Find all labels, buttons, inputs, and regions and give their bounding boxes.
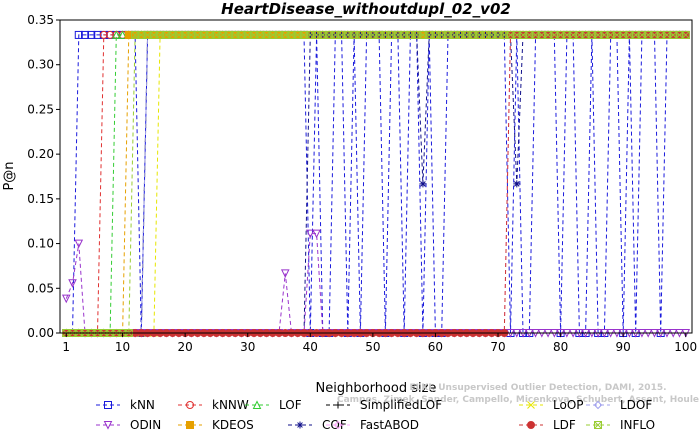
legend-label: kNNW <box>212 398 249 412</box>
y-tick-label: 0.05 <box>27 281 54 295</box>
x-axis: 1 10 20 30 40 50 60 70 80 90 100 <box>62 333 697 354</box>
legend-label: kNN <box>130 398 155 412</box>
data-point <box>81 30 90 39</box>
data-point <box>93 30 102 39</box>
data-point <box>305 229 315 239</box>
legend-label: LoOP <box>553 398 584 412</box>
legend-item-odin: ODIN <box>96 418 161 432</box>
y-tick-label: 0.20 <box>27 147 54 161</box>
x-axis-label: Neighborhood size <box>316 381 437 396</box>
legend-label: FastABOD <box>360 418 419 432</box>
legend-label: LDOF <box>620 398 652 412</box>
legend: kNN kNNW LOF SimplifiedLOF LoOP LDOF ODIN KDEOS… <box>96 398 655 432</box>
data-point <box>280 269 290 278</box>
series-line <box>66 34 686 334</box>
legend-item-cof: COF <box>288 418 347 432</box>
x-tick-label: 100 <box>674 340 697 354</box>
legend-item-ldf: LDF <box>519 418 576 432</box>
legend-label: LDF <box>553 418 576 432</box>
x-tick-label: 20 <box>178 340 193 354</box>
legend-item-fastabod: FastABOD <box>326 418 419 432</box>
legend-label: INFLO <box>620 418 655 432</box>
series-layer <box>61 30 691 338</box>
data-point <box>106 30 115 39</box>
legend-marker <box>594 421 602 429</box>
y-tick-label: 0.00 <box>27 326 54 340</box>
legend-item-inflo: INFLO <box>586 418 655 432</box>
y-tick-label: 0.10 <box>27 237 54 251</box>
legend-label: KDEOS <box>212 418 254 432</box>
legend-marker <box>296 421 304 429</box>
x-tick-label: 70 <box>490 340 505 354</box>
legend-marker <box>103 421 113 430</box>
legend-item-knnw: kNNW <box>178 398 249 412</box>
legend-item-ldof: LDOF <box>586 398 652 412</box>
y-tick-label: 0.30 <box>27 58 54 72</box>
watermark-line-2: Campos, Zimek, Sander, Campello, Micenko… <box>337 395 699 405</box>
legend-item-lof: LOF <box>245 398 302 412</box>
data-point <box>61 294 71 304</box>
legend-item-simplifiedlof: SimplifiedLOF <box>326 398 442 412</box>
y-tick-label: 0.25 <box>27 102 54 116</box>
legend-marker <box>527 421 535 429</box>
y-axis: 0.00 0.05 0.10 0.15 0.20 0.25 0.30 0.35 <box>27 13 60 340</box>
data-point <box>118 30 127 39</box>
legend-marker <box>333 420 343 430</box>
data-point <box>419 180 427 188</box>
legend-label: ODIN <box>130 418 161 432</box>
data-point <box>74 239 84 249</box>
data-point <box>74 30 83 39</box>
series-odin <box>61 229 691 338</box>
legend-marker <box>593 400 603 410</box>
legend-item-loop: LoOP <box>519 398 584 412</box>
watermark-line-1: ELKI, Unsupervised Outlier Detection, DA… <box>409 383 666 393</box>
series-knn <box>62 30 690 337</box>
x-tick-label: 60 <box>428 340 443 354</box>
plot-area <box>59 19 693 338</box>
y-tick-label: 0.15 <box>27 192 54 206</box>
data-point <box>68 279 77 288</box>
x-tick-label: 90 <box>616 340 631 354</box>
data-point <box>681 30 690 39</box>
legend-item-knn: kNN <box>96 398 155 412</box>
x-tick-label: 30 <box>240 340 255 354</box>
legend-label: SimplifiedLOF <box>360 398 442 412</box>
data-point <box>112 30 121 39</box>
x-tick-label: 80 <box>553 340 568 354</box>
x-tick-label: 50 <box>365 340 380 354</box>
series-line <box>65 233 686 334</box>
data-point <box>87 30 96 39</box>
x-tick-label: 40 <box>303 340 318 354</box>
x-tick-label: 10 <box>115 340 130 354</box>
series-inflo <box>62 30 690 337</box>
data-point <box>312 229 321 239</box>
y-tick-label: 0.35 <box>27 13 54 27</box>
data-point <box>99 30 108 39</box>
legend-item-kdeos: KDEOS <box>178 418 254 432</box>
legend-marker <box>252 400 262 409</box>
data-point <box>513 180 521 188</box>
legend-marker <box>104 401 112 409</box>
x-tick-label: 1 <box>62 340 70 354</box>
legend-marker <box>527 401 535 409</box>
legend-marker <box>334 401 342 409</box>
y-axis-label: P@n <box>2 161 17 190</box>
plot-frame <box>59 19 693 334</box>
legend-marker <box>186 401 194 409</box>
legend-marker <box>186 421 194 429</box>
chart-title: HeartDisease_withoutdupl_02_v02 <box>221 0 511 18</box>
legend-label: LOF <box>279 398 302 412</box>
